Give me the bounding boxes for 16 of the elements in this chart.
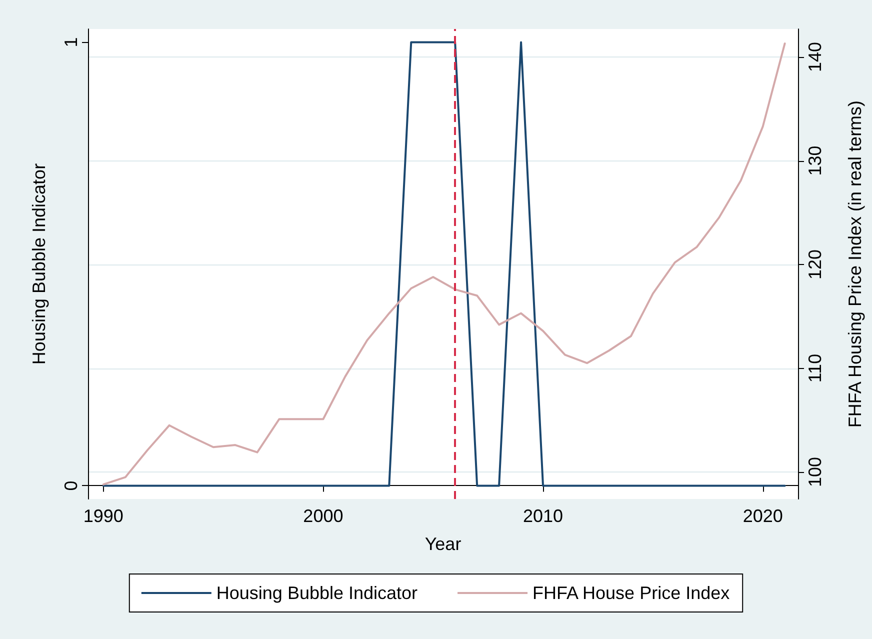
y-tick-label: 0: [61, 480, 81, 491]
y-tick-label: 1: [61, 37, 81, 48]
y-axis-title: Housing Bubble Indicator: [29, 163, 49, 365]
y2-tick-label: 140: [805, 42, 825, 72]
x-tick-label: 2020: [742, 506, 783, 526]
legend-label: FHFA House Price Index: [532, 583, 730, 603]
x-tick-label: 1990: [83, 506, 124, 526]
x-tick-label: 2000: [303, 506, 344, 526]
legend-label: Housing Bubble Indicator: [216, 583, 418, 603]
y2-tick-label: 100: [805, 457, 825, 488]
x-tick-label: 2010: [522, 506, 564, 526]
y2-tick-label: 120: [805, 249, 825, 280]
y2-tick-label: 130: [805, 146, 825, 176]
x-axis-title: Year: [424, 534, 462, 554]
y2-tick-label: 110: [805, 354, 825, 383]
y2-axis-title: FHFA Housing Price Index (in real terms): [845, 100, 865, 428]
